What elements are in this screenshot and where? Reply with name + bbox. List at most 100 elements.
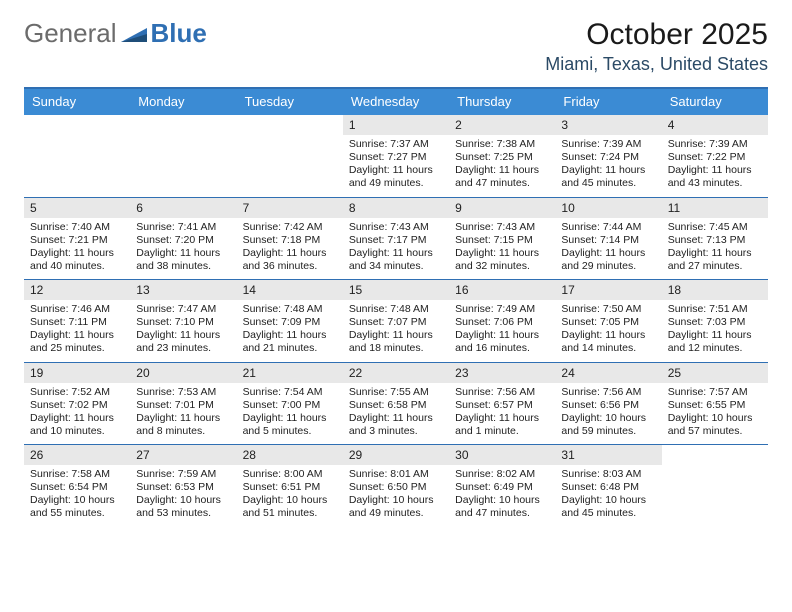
logo: General Blue bbox=[24, 18, 207, 49]
day-number: 9 bbox=[449, 198, 555, 218]
calendar-cell: 1Sunrise: 7:37 AMSunset: 7:27 PMDaylight… bbox=[343, 115, 449, 197]
calendar-cell bbox=[237, 115, 343, 197]
day-number: 21 bbox=[237, 363, 343, 383]
day-of-week-header: Wednesday bbox=[343, 89, 449, 115]
day-info: Sunrise: 7:43 AMSunset: 7:15 PMDaylight:… bbox=[449, 218, 555, 280]
day-number: 20 bbox=[130, 363, 236, 383]
calendar-cell bbox=[24, 115, 130, 197]
calendar-cell: 16Sunrise: 7:49 AMSunset: 7:06 PMDayligh… bbox=[449, 279, 555, 362]
day-info: Sunrise: 7:56 AMSunset: 6:57 PMDaylight:… bbox=[449, 383, 555, 445]
calendar-cell: 7Sunrise: 7:42 AMSunset: 7:18 PMDaylight… bbox=[237, 197, 343, 280]
day-info: Sunrise: 7:55 AMSunset: 6:58 PMDaylight:… bbox=[343, 383, 449, 445]
calendar-cell: 26Sunrise: 7:58 AMSunset: 6:54 PMDayligh… bbox=[24, 444, 130, 527]
calendar-cell: 25Sunrise: 7:57 AMSunset: 6:55 PMDayligh… bbox=[662, 362, 768, 445]
day-number: 8 bbox=[343, 198, 449, 218]
day-info: Sunrise: 7:45 AMSunset: 7:13 PMDaylight:… bbox=[662, 218, 768, 280]
day-info: Sunrise: 7:57 AMSunset: 6:55 PMDaylight:… bbox=[662, 383, 768, 445]
day-info: Sunrise: 7:38 AMSunset: 7:25 PMDaylight:… bbox=[449, 135, 555, 197]
calendar-cell: 27Sunrise: 7:59 AMSunset: 6:53 PMDayligh… bbox=[130, 444, 236, 527]
calendar-cell: 15Sunrise: 7:48 AMSunset: 7:07 PMDayligh… bbox=[343, 279, 449, 362]
calendar-cell: 6Sunrise: 7:41 AMSunset: 7:20 PMDaylight… bbox=[130, 197, 236, 280]
calendar-cell: 22Sunrise: 7:55 AMSunset: 6:58 PMDayligh… bbox=[343, 362, 449, 445]
calendar-cell: 4Sunrise: 7:39 AMSunset: 7:22 PMDaylight… bbox=[662, 115, 768, 197]
calendar-cell bbox=[662, 444, 768, 527]
day-number: 10 bbox=[555, 198, 661, 218]
day-number: 18 bbox=[662, 280, 768, 300]
day-info: Sunrise: 7:40 AMSunset: 7:21 PMDaylight:… bbox=[24, 218, 130, 280]
day-info: Sunrise: 8:02 AMSunset: 6:49 PMDaylight:… bbox=[449, 465, 555, 527]
day-number: 31 bbox=[555, 445, 661, 465]
logo-text-general: General bbox=[24, 18, 117, 49]
calendar-cell: 29Sunrise: 8:01 AMSunset: 6:50 PMDayligh… bbox=[343, 444, 449, 527]
day-info: Sunrise: 7:53 AMSunset: 7:01 PMDaylight:… bbox=[130, 383, 236, 445]
calendar-cell: 12Sunrise: 7:46 AMSunset: 7:11 PMDayligh… bbox=[24, 279, 130, 362]
day-number: 7 bbox=[237, 198, 343, 218]
day-info: Sunrise: 7:58 AMSunset: 6:54 PMDaylight:… bbox=[24, 465, 130, 527]
day-info: Sunrise: 7:41 AMSunset: 7:20 PMDaylight:… bbox=[130, 218, 236, 280]
day-number: 23 bbox=[449, 363, 555, 383]
day-number: 12 bbox=[24, 280, 130, 300]
calendar-cell: 21Sunrise: 7:54 AMSunset: 7:00 PMDayligh… bbox=[237, 362, 343, 445]
day-number: 17 bbox=[555, 280, 661, 300]
day-info: Sunrise: 7:43 AMSunset: 7:17 PMDaylight:… bbox=[343, 218, 449, 280]
day-info: Sunrise: 7:52 AMSunset: 7:02 PMDaylight:… bbox=[24, 383, 130, 445]
day-of-week-header: Friday bbox=[555, 89, 661, 115]
calendar-cell bbox=[130, 115, 236, 197]
day-info: Sunrise: 7:37 AMSunset: 7:27 PMDaylight:… bbox=[343, 135, 449, 197]
calendar-cell: 3Sunrise: 7:39 AMSunset: 7:24 PMDaylight… bbox=[555, 115, 661, 197]
calendar-cell: 13Sunrise: 7:47 AMSunset: 7:10 PMDayligh… bbox=[130, 279, 236, 362]
calendar-cell: 31Sunrise: 8:03 AMSunset: 6:48 PMDayligh… bbox=[555, 444, 661, 527]
day-info: Sunrise: 7:48 AMSunset: 7:09 PMDaylight:… bbox=[237, 300, 343, 362]
calendar-cell: 19Sunrise: 7:52 AMSunset: 7:02 PMDayligh… bbox=[24, 362, 130, 445]
day-number: 16 bbox=[449, 280, 555, 300]
calendar-cell: 8Sunrise: 7:43 AMSunset: 7:17 PMDaylight… bbox=[343, 197, 449, 280]
day-number: 4 bbox=[662, 115, 768, 135]
day-number: 28 bbox=[237, 445, 343, 465]
day-info: Sunrise: 7:49 AMSunset: 7:06 PMDaylight:… bbox=[449, 300, 555, 362]
day-number: 5 bbox=[24, 198, 130, 218]
day-number: 11 bbox=[662, 198, 768, 218]
day-of-week-header: Monday bbox=[130, 89, 236, 115]
day-number: 19 bbox=[24, 363, 130, 383]
day-number: 6 bbox=[130, 198, 236, 218]
day-info: Sunrise: 8:01 AMSunset: 6:50 PMDaylight:… bbox=[343, 465, 449, 527]
day-info: Sunrise: 8:00 AMSunset: 6:51 PMDaylight:… bbox=[237, 465, 343, 527]
day-number: 29 bbox=[343, 445, 449, 465]
calendar-cell: 14Sunrise: 7:48 AMSunset: 7:09 PMDayligh… bbox=[237, 279, 343, 362]
day-of-week-header: Tuesday bbox=[237, 89, 343, 115]
title-block: October 2025 Miami, Texas, United States bbox=[545, 18, 768, 75]
day-info: Sunrise: 7:50 AMSunset: 7:05 PMDaylight:… bbox=[555, 300, 661, 362]
logo-triangle-icon bbox=[121, 24, 147, 44]
day-number: 2 bbox=[449, 115, 555, 135]
day-number: 3 bbox=[555, 115, 661, 135]
calendar-cell: 5Sunrise: 7:40 AMSunset: 7:21 PMDaylight… bbox=[24, 197, 130, 280]
calendar-cell: 24Sunrise: 7:56 AMSunset: 6:56 PMDayligh… bbox=[555, 362, 661, 445]
day-number: 14 bbox=[237, 280, 343, 300]
day-number: 26 bbox=[24, 445, 130, 465]
day-info: Sunrise: 7:54 AMSunset: 7:00 PMDaylight:… bbox=[237, 383, 343, 445]
calendar-cell: 9Sunrise: 7:43 AMSunset: 7:15 PMDaylight… bbox=[449, 197, 555, 280]
calendar-grid: SundayMondayTuesdayWednesdayThursdayFrid… bbox=[24, 87, 768, 527]
day-of-week-header: Saturday bbox=[662, 89, 768, 115]
day-number: 1 bbox=[343, 115, 449, 135]
calendar-cell: 2Sunrise: 7:38 AMSunset: 7:25 PMDaylight… bbox=[449, 115, 555, 197]
day-info: Sunrise: 7:42 AMSunset: 7:18 PMDaylight:… bbox=[237, 218, 343, 280]
page-title: October 2025 bbox=[545, 18, 768, 52]
day-number: 25 bbox=[662, 363, 768, 383]
calendar-cell: 30Sunrise: 8:02 AMSunset: 6:49 PMDayligh… bbox=[449, 444, 555, 527]
calendar-cell: 17Sunrise: 7:50 AMSunset: 7:05 PMDayligh… bbox=[555, 279, 661, 362]
day-number: 13 bbox=[130, 280, 236, 300]
calendar-cell: 18Sunrise: 7:51 AMSunset: 7:03 PMDayligh… bbox=[662, 279, 768, 362]
day-info: Sunrise: 7:56 AMSunset: 6:56 PMDaylight:… bbox=[555, 383, 661, 445]
logo-text-blue: Blue bbox=[151, 18, 207, 49]
day-number: 27 bbox=[130, 445, 236, 465]
day-info: Sunrise: 7:44 AMSunset: 7:14 PMDaylight:… bbox=[555, 218, 661, 280]
day-info: Sunrise: 7:39 AMSunset: 7:22 PMDaylight:… bbox=[662, 135, 768, 197]
calendar-cell: 11Sunrise: 7:45 AMSunset: 7:13 PMDayligh… bbox=[662, 197, 768, 280]
day-info: Sunrise: 7:48 AMSunset: 7:07 PMDaylight:… bbox=[343, 300, 449, 362]
day-info: Sunrise: 7:39 AMSunset: 7:24 PMDaylight:… bbox=[555, 135, 661, 197]
day-info: Sunrise: 7:51 AMSunset: 7:03 PMDaylight:… bbox=[662, 300, 768, 362]
location-text: Miami, Texas, United States bbox=[545, 54, 768, 75]
header: General Blue October 2025 Miami, Texas, … bbox=[24, 18, 768, 75]
day-info: Sunrise: 7:59 AMSunset: 6:53 PMDaylight:… bbox=[130, 465, 236, 527]
